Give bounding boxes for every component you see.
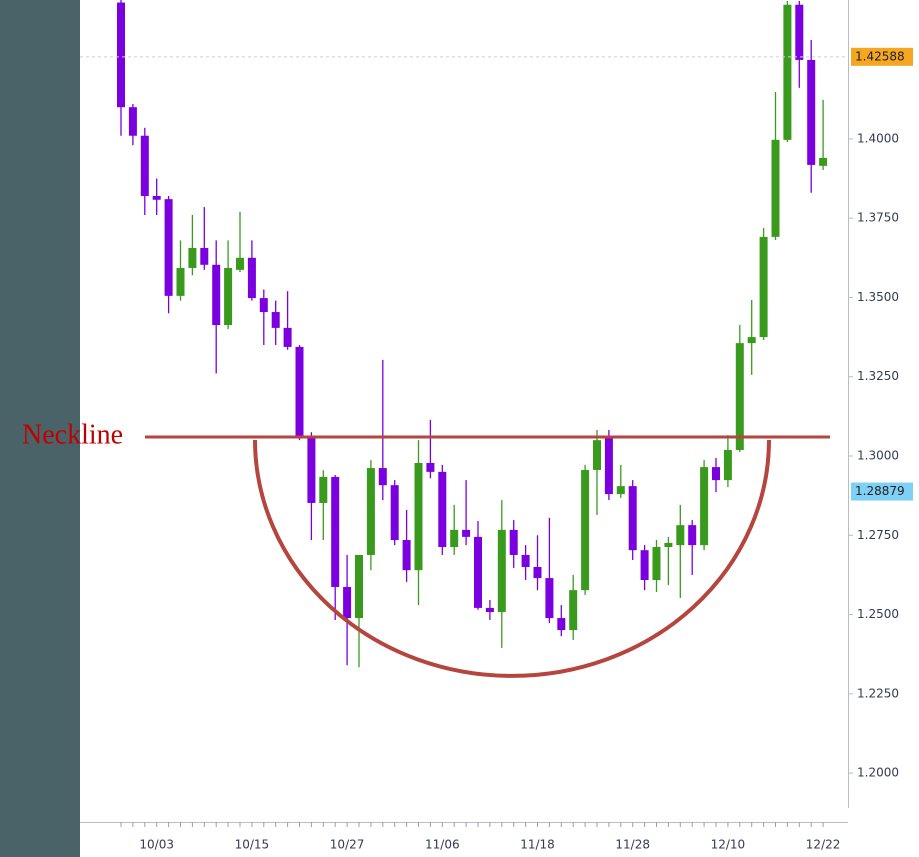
candle-body <box>783 4 792 140</box>
x-tick-label: 12/22 <box>806 838 841 852</box>
candle-body <box>176 267 185 296</box>
y-tick-label: 1.3750 <box>857 211 899 225</box>
candle-body <box>117 2 125 108</box>
candle-body <box>200 247 209 265</box>
candle-body <box>283 327 292 347</box>
neckline-label: Neckline <box>22 419 123 450</box>
price-marker-box <box>851 482 913 501</box>
candle-body <box>664 542 673 548</box>
price-marker-box <box>851 47 913 66</box>
price-marker-label: 1.42588 <box>855 49 905 63</box>
candle-body <box>616 486 625 495</box>
candle-body <box>521 554 530 567</box>
candle-body <box>581 469 590 591</box>
candle-body <box>164 199 173 296</box>
candle-body <box>712 467 720 481</box>
x-tick-label: 10/03 <box>139 838 174 852</box>
candle-body <box>723 449 732 481</box>
x-tick-label: 11/18 <box>520 838 555 852</box>
candle-body <box>795 4 804 60</box>
candle-body <box>366 468 375 555</box>
x-tick-label: 10/27 <box>330 838 365 852</box>
candle-body <box>688 525 697 546</box>
candle-body <box>450 529 459 548</box>
candle-body <box>224 267 233 326</box>
candle-body <box>545 578 554 619</box>
candle-body <box>402 540 411 571</box>
candle-body <box>497 529 506 613</box>
candle-body <box>628 486 637 551</box>
candle-body <box>509 529 518 555</box>
candle-body <box>140 135 149 196</box>
candle-body <box>747 337 756 344</box>
candle-body <box>604 436 613 495</box>
y-tick-label: 1.2250 <box>857 686 899 700</box>
price-marker-label: 1.28879 <box>855 484 905 498</box>
y-tick-label: 1.4000 <box>857 131 899 145</box>
candle-body <box>759 236 768 338</box>
candle-body <box>557 618 566 631</box>
candle-body <box>676 525 685 546</box>
plot <box>80 0 853 827</box>
candle-body <box>462 529 471 537</box>
cup-arc <box>253 439 771 678</box>
candle-body <box>128 107 137 136</box>
candle-body <box>319 476 328 503</box>
candle-body <box>343 586 352 619</box>
candle-body <box>212 264 221 326</box>
candle-body <box>819 157 828 166</box>
candle-body <box>771 139 780 237</box>
candle-body <box>533 566 542 579</box>
y-tick-label: 1.3500 <box>857 290 899 304</box>
candle-body <box>569 590 578 631</box>
candle-body <box>652 547 661 580</box>
y-tick-label: 1.3000 <box>857 449 899 463</box>
y-tick-label: 1.3250 <box>857 369 899 383</box>
candle-body <box>390 485 399 541</box>
candle-body <box>355 554 363 619</box>
candle-body <box>152 195 161 200</box>
x-tick-label: 11/28 <box>615 838 650 852</box>
candle-body <box>593 440 601 470</box>
candle-body <box>700 467 709 546</box>
candle-body <box>271 312 280 328</box>
candle-body <box>378 468 387 486</box>
candle-body <box>438 471 447 548</box>
candle-body <box>236 257 244 270</box>
candle-body <box>295 346 304 437</box>
x-tick-label: 12/10 <box>711 838 746 852</box>
candle-body <box>259 298 268 313</box>
candle-body <box>807 59 816 165</box>
candle-body <box>307 436 316 503</box>
candle-body <box>414 462 423 571</box>
y-tick-label: 1.2000 <box>857 766 899 780</box>
candle-body <box>485 607 494 613</box>
y-tick-label: 1.2500 <box>857 607 899 621</box>
candle-body <box>474 536 482 608</box>
candle-body <box>735 343 744 450</box>
y-tick-label: 1.2750 <box>857 528 899 542</box>
x-tick-label: 11/06 <box>425 838 460 852</box>
x-tick-label: 10/15 <box>235 838 270 852</box>
side-panel <box>0 0 80 857</box>
candle-body <box>247 257 256 299</box>
candle-body <box>188 247 197 268</box>
candle-body <box>331 476 340 587</box>
candle-body <box>640 550 649 580</box>
candle-body <box>426 462 435 472</box>
